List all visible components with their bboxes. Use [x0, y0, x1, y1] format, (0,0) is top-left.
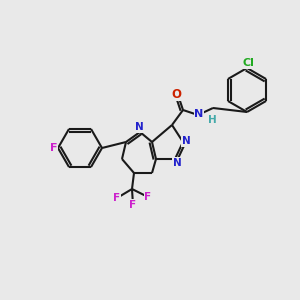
Text: Cl: Cl — [242, 58, 254, 68]
Text: N: N — [172, 158, 182, 168]
Text: N: N — [135, 122, 143, 132]
Text: F: F — [144, 192, 152, 202]
Text: F: F — [50, 143, 58, 153]
Text: N: N — [194, 109, 204, 119]
Text: F: F — [129, 200, 137, 210]
Text: H: H — [208, 115, 216, 125]
Text: O: O — [171, 88, 181, 100]
Text: N: N — [182, 136, 190, 146]
Text: F: F — [113, 193, 121, 203]
